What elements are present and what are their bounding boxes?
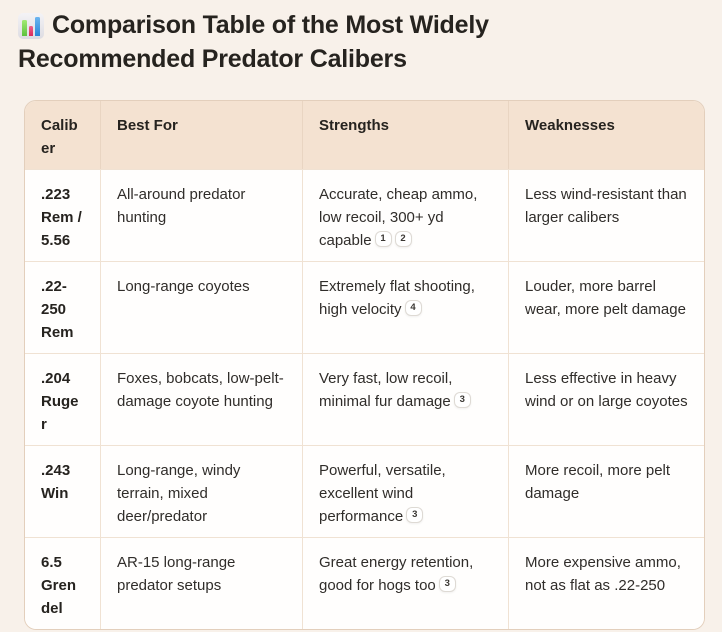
- column-header-weaknesses: Weaknesses: [509, 101, 704, 169]
- table-row: .204 Ruger Foxes, bobcats, low-pelt-dama…: [25, 354, 704, 446]
- strengths-text: Powerful, versatile, excellent wind perf…: [319, 462, 446, 525]
- cell-weaknesses: More recoil, more pelt damage: [509, 446, 704, 537]
- table-row: 6.5 Grendel AR-15 long-range predator se…: [25, 538, 704, 629]
- table-row: .223 Rem / 5.56 All-around predator hunt…: [25, 170, 704, 262]
- page-title: Comparison Table of the Most Widely Reco…: [18, 8, 666, 76]
- column-header-strengths: Strengths: [303, 101, 509, 169]
- cell-weaknesses: Less effective in heavy wind or on large…: [509, 354, 704, 445]
- cell-best-for: All-around predator hunting: [101, 170, 303, 261]
- bar-chart-icon: [18, 13, 44, 39]
- cell-caliber: .204 Ruger: [25, 354, 101, 445]
- column-header-best-for: Best For: [101, 101, 303, 169]
- cell-best-for: Long-range, windy terrain, mixed deer/pr…: [101, 446, 303, 537]
- cell-weaknesses: More expensive ammo, not as flat as .22-…: [509, 538, 704, 629]
- citation-badge[interactable]: 2: [394, 231, 412, 247]
- cell-caliber: .223 Rem / 5.56: [25, 170, 101, 261]
- cell-strengths: Extremely flat shooting, high velocity 4: [303, 262, 509, 353]
- cell-caliber: .22-250 Rem: [25, 262, 101, 353]
- table-header-row: Caliber Best For Strengths Weaknesses: [25, 101, 704, 170]
- cell-best-for: Foxes, bobcats, low-pelt-damage coyote h…: [101, 354, 303, 445]
- cell-strengths: Powerful, versatile, excellent wind perf…: [303, 446, 509, 537]
- strengths-text: Great energy retention, good for hogs to…: [319, 554, 474, 594]
- strengths-text: Very fast, low recoil, minimal fur damag…: [319, 370, 453, 410]
- column-header-caliber: Caliber: [25, 101, 101, 169]
- cell-strengths: Very fast, low recoil, minimal fur damag…: [303, 354, 509, 445]
- cell-best-for: AR-15 long-range predator setups: [101, 538, 303, 629]
- citation-badge[interactable]: 4: [404, 300, 422, 316]
- cell-strengths: Great energy retention, good for hogs to…: [303, 538, 509, 629]
- table-row: .22-250 Rem Long-range coyotes Extremely…: [25, 262, 704, 354]
- comparison-table: Caliber Best For Strengths Weaknesses .2…: [24, 100, 705, 630]
- cell-weaknesses: Less wind-resistant than larger calibers: [509, 170, 704, 261]
- cell-weaknesses: Louder, more barrel wear, more pelt dama…: [509, 262, 704, 353]
- cell-strengths: Accurate, cheap ammo, low recoil, 300+ y…: [303, 170, 509, 261]
- citation-badge[interactable]: 3: [406, 507, 424, 523]
- page: Comparison Table of the Most Widely Reco…: [0, 8, 722, 632]
- strengths-text: Accurate, cheap ammo, low recoil, 300+ y…: [319, 186, 478, 249]
- bar-chart-icon-green-bar: [22, 20, 27, 36]
- cell-caliber: 6.5 Grendel: [25, 538, 101, 629]
- bar-chart-icon-pink-bar: [28, 26, 34, 36]
- page-title-text: Comparison Table of the Most Widely Reco…: [18, 11, 489, 73]
- bar-chart-icon-blue-bar: [35, 17, 41, 36]
- citation-badge[interactable]: 3: [453, 392, 471, 408]
- table-row: .243 Win Long-range, windy terrain, mixe…: [25, 446, 704, 538]
- strengths-text: Extremely flat shooting, high velocity: [319, 278, 475, 318]
- cell-caliber: .243 Win: [25, 446, 101, 537]
- citation-badge[interactable]: 3: [438, 576, 456, 592]
- citation-badge[interactable]: 1: [374, 231, 392, 247]
- cell-best-for: Long-range coyotes: [101, 262, 303, 353]
